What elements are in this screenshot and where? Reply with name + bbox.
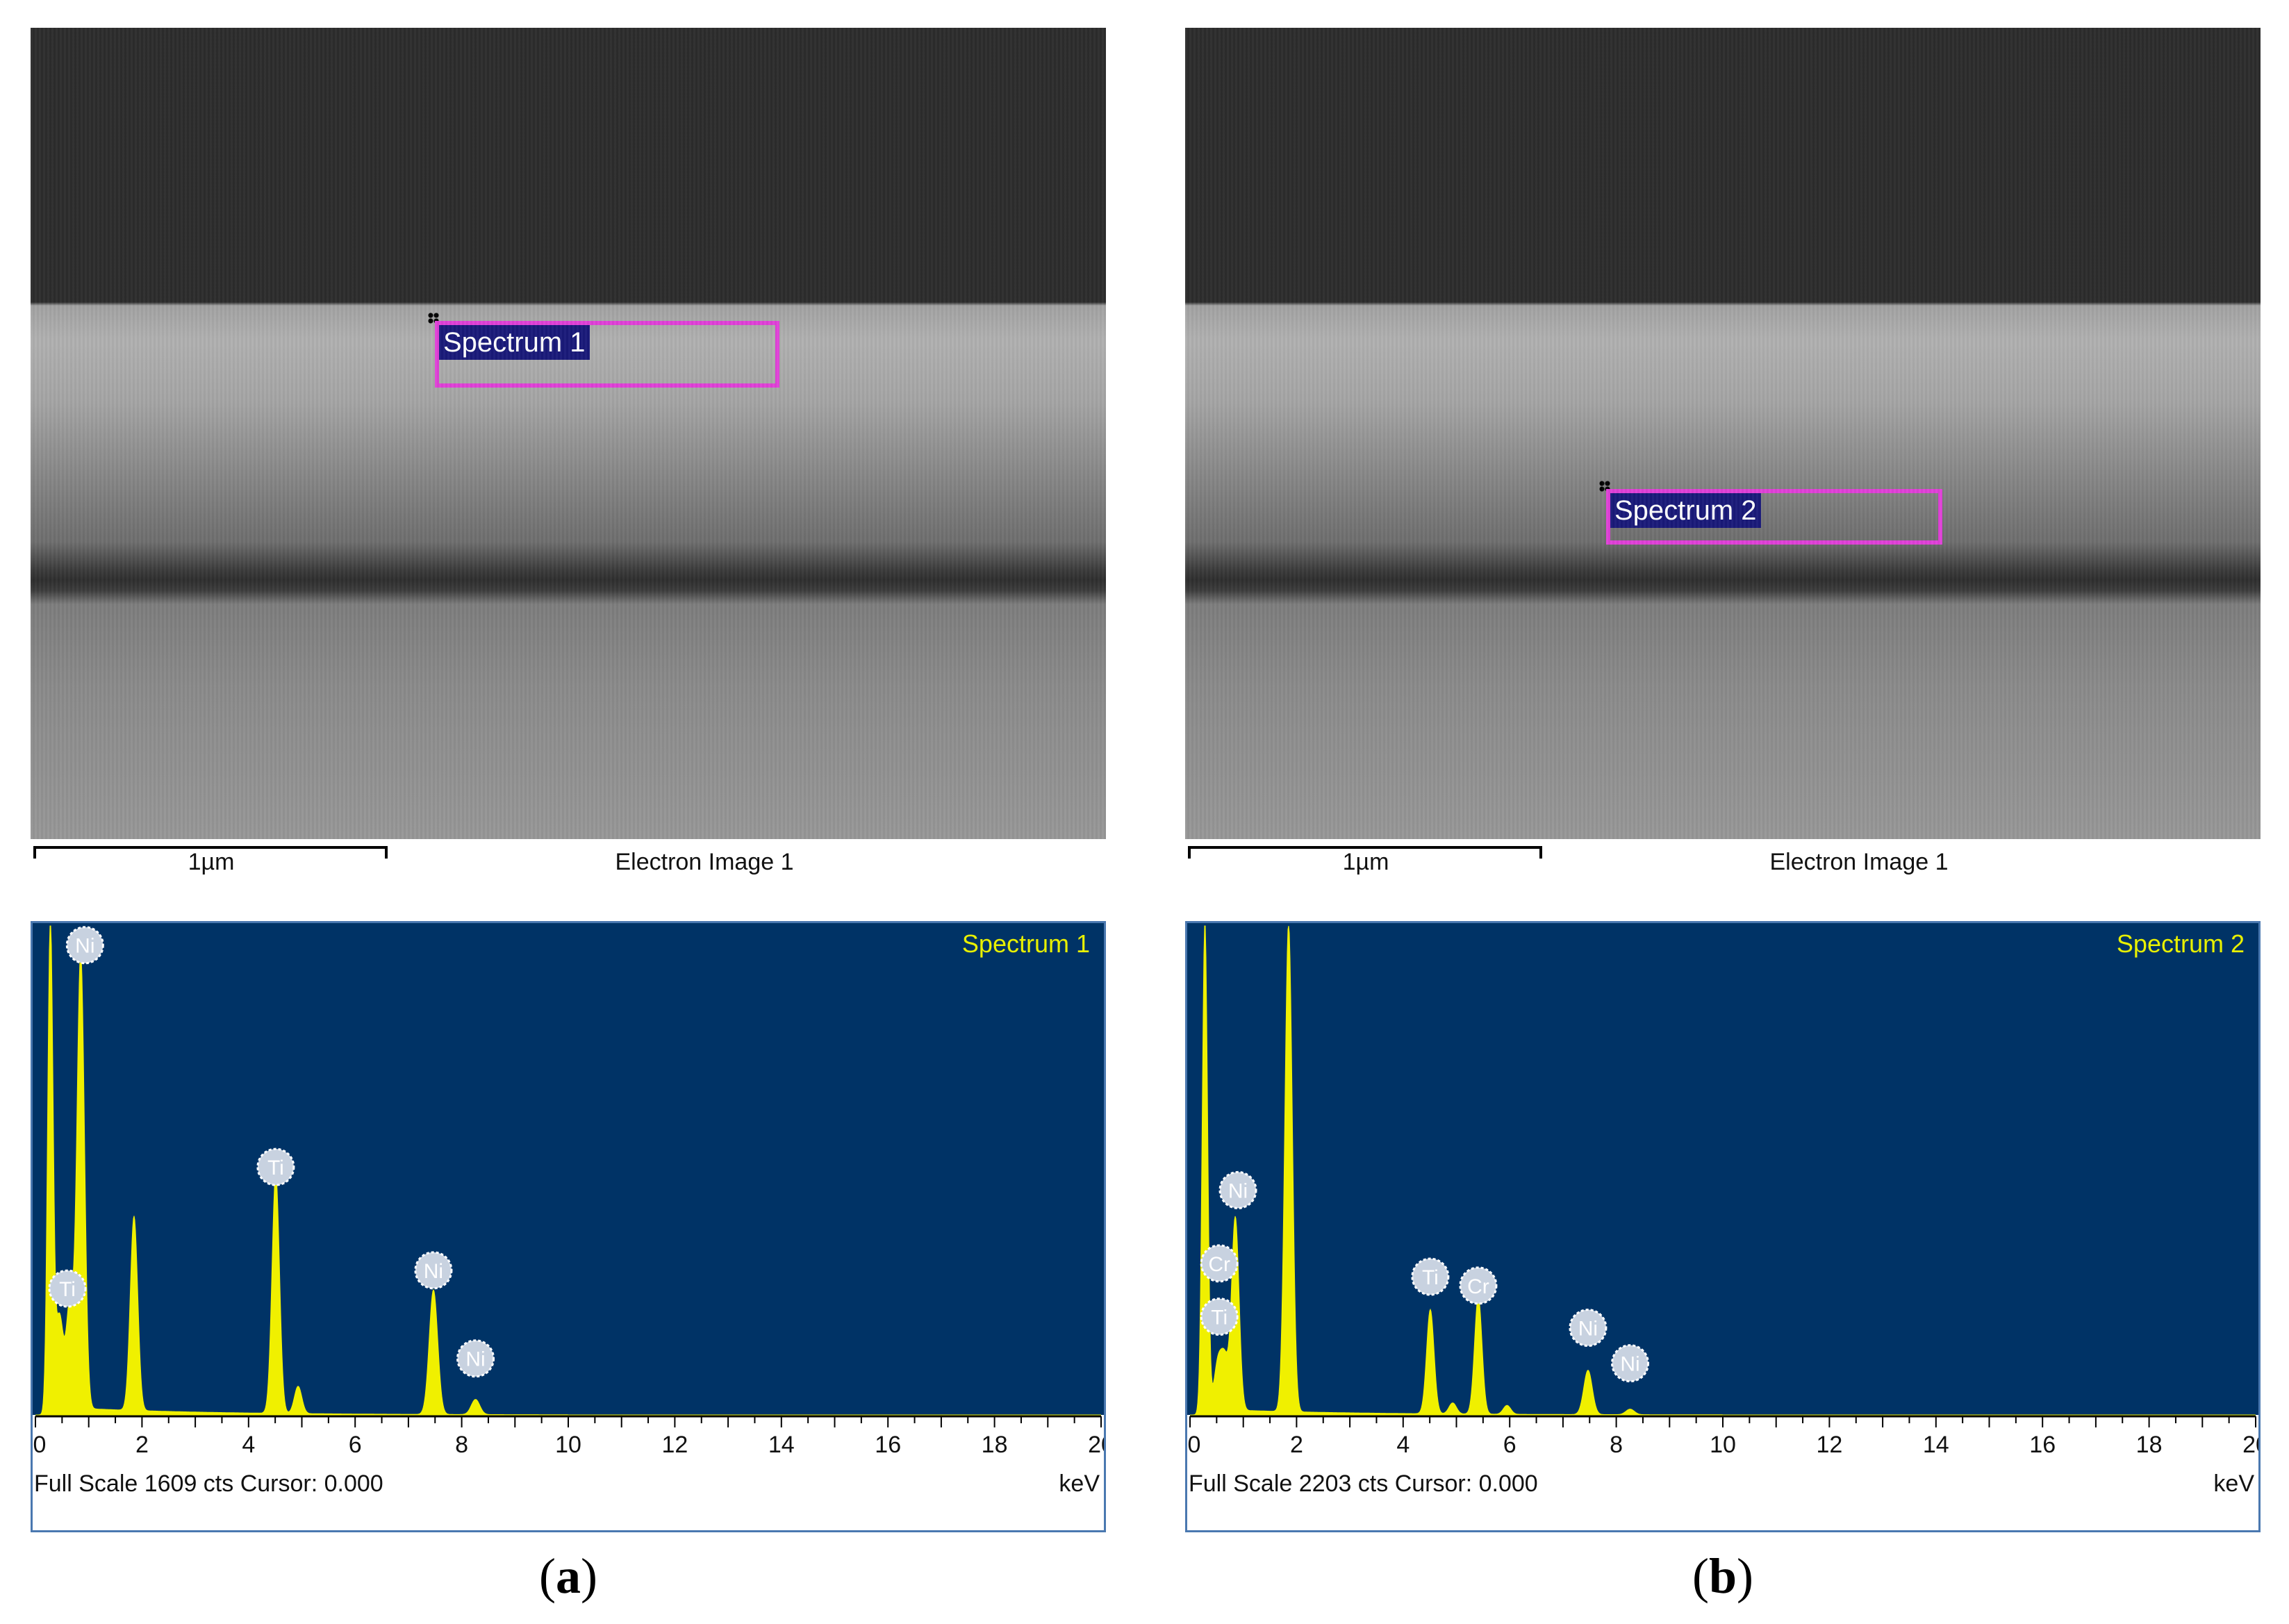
x-tick-label: 10 [555,1432,581,1458]
svg-text:Ti: Ti [1211,1307,1228,1329]
x-tick-label: 2 [135,1432,149,1458]
svg-text:Ni: Ni [465,1348,485,1371]
spectrum-title: Spectrum 1 [962,929,1090,958]
element-label-ni: Ni [414,1251,453,1290]
eds-spectrum-chart: Spectrum 2 Ni Cr Ti Ti Cr Ni Ni 0 2 4 6 8 10 12 14 16 18 2… [1185,921,2261,1532]
x-axis-unit: keV [2213,1470,2254,1497]
panel-b: Spectrum 2 1µm Electron Image 1 Spectrum… [1185,0,2269,1624]
x-tick-label: 20 [1088,1432,1104,1458]
x-axis-unit: keV [1059,1470,1100,1497]
x-tick-label: 0 [1188,1432,1201,1458]
caption-open-paren: ( [539,1548,556,1604]
spectrum-title: Spectrum 2 [2117,929,2245,958]
svg-text:Ni: Ni [1620,1353,1639,1376]
element-label-cr: Cr [1200,1244,1239,1283]
element-label-ni: Ni [456,1339,495,1378]
panel-caption: (b) [1185,1548,2261,1605]
element-label-ni: Ni [65,926,104,965]
caption-open-paren: ( [1692,1548,1709,1604]
x-tick-label: 4 [242,1432,255,1458]
roi-anchor-marker [428,313,439,324]
svg-text:Ni: Ni [75,935,94,958]
plot-background [33,923,1104,1415]
full-scale-footer: Full Scale 2203 cts Cursor: 0.000 [1189,1470,1538,1497]
scale-bar-label: 1µm [1342,849,1389,875]
x-tick-label: 6 [1503,1432,1517,1458]
scale-bar [33,846,388,859]
caption-letter: a [556,1548,581,1604]
element-label-ti: Ti [1200,1298,1239,1336]
svg-text:Cr: Cr [1467,1275,1489,1298]
full-scale-footer: Full Scale 1609 cts Cursor: 0.000 [34,1470,383,1497]
element-label-ni: Ni [1218,1170,1257,1209]
svg-text:Ni: Ni [1578,1318,1598,1341]
svg-text:Ni: Ni [1228,1179,1248,1202]
x-tick-label: 12 [661,1432,688,1458]
spectrum-roi-box[interactable]: Spectrum 1 [435,321,779,388]
plot-background [1187,923,2258,1415]
x-tick-label: 6 [349,1432,362,1458]
x-tick-label: 20 [2242,1432,2258,1458]
scale-bar [1188,846,1542,859]
caption-close-paren: ) [1737,1548,1753,1604]
roi-label: Spectrum 1 [439,325,590,360]
x-tick-label: 14 [1923,1432,1949,1458]
electron-image-label: Electron Image 1 [1769,849,1949,875]
x-tick-label: 8 [455,1432,468,1458]
element-label-ni: Ni [1569,1309,1608,1348]
electron-image-label: Electron Image 1 [615,849,794,875]
spectrum-roi-box[interactable]: Spectrum 2 [1606,489,1942,545]
svg-text:Ni: Ni [424,1260,443,1283]
scale-bar-label: 1µm [188,849,235,875]
electron-image: Spectrum 2 [1185,28,2261,839]
element-label-ti: Ti [256,1147,295,1186]
svg-text:Ti: Ti [267,1157,284,1179]
x-tick-label: 14 [768,1432,795,1458]
svg-text:Ti: Ti [59,1278,76,1301]
roi-anchor-marker [1599,481,1610,492]
element-label-ti: Ti [48,1269,87,1308]
spectrum-trace [1190,925,2256,1416]
x-tick-label: 16 [875,1432,901,1458]
svg-text:Ti: Ti [1422,1266,1439,1289]
x-tick-label: 8 [1610,1432,1623,1458]
caption-close-paren: ) [581,1548,597,1604]
panel-caption: (a) [31,1548,1106,1605]
x-tick-label: 0 [33,1432,47,1458]
element-label-ni: Ni [1611,1344,1650,1383]
caption-letter: b [1708,1548,1737,1604]
x-tick-label: 4 [1396,1432,1410,1458]
roi-label: Spectrum 2 [1610,493,1761,528]
element-label-ti: Ti [1411,1257,1450,1296]
element-label-cr: Cr [1459,1266,1498,1305]
eds-spectrum-chart: Spectrum 1 Ni Ti Ti Ni Ni 0 2 4 6 8 10 12 14 16 18 20 Ful… [31,921,1106,1532]
eds-spectrum-svg: Spectrum 1 Ni Ti Ti Ni Ni 0 2 4 6 8 10 12 14 16 18 20 Ful… [33,923,1104,1497]
x-tick-label: 2 [1290,1432,1303,1458]
x-tick-label: 16 [2029,1432,2056,1458]
x-tick-label: 18 [2136,1432,2163,1458]
x-tick-label: 18 [982,1432,1008,1458]
svg-text:Cr: Cr [1208,1253,1230,1276]
spectrum-trace [35,925,1101,1416]
x-tick-label: 10 [1710,1432,1736,1458]
panel-a: Spectrum 1 1µm Electron Image 1 Spectrum… [31,0,1114,1624]
electron-image: Spectrum 1 [31,28,1106,839]
x-tick-label: 12 [1816,1432,1842,1458]
eds-spectrum-svg: Spectrum 2 Ni Cr Ti Ti Cr Ni Ni 0 2 4 6 8 10 12 14 16 18 2… [1187,923,2258,1497]
